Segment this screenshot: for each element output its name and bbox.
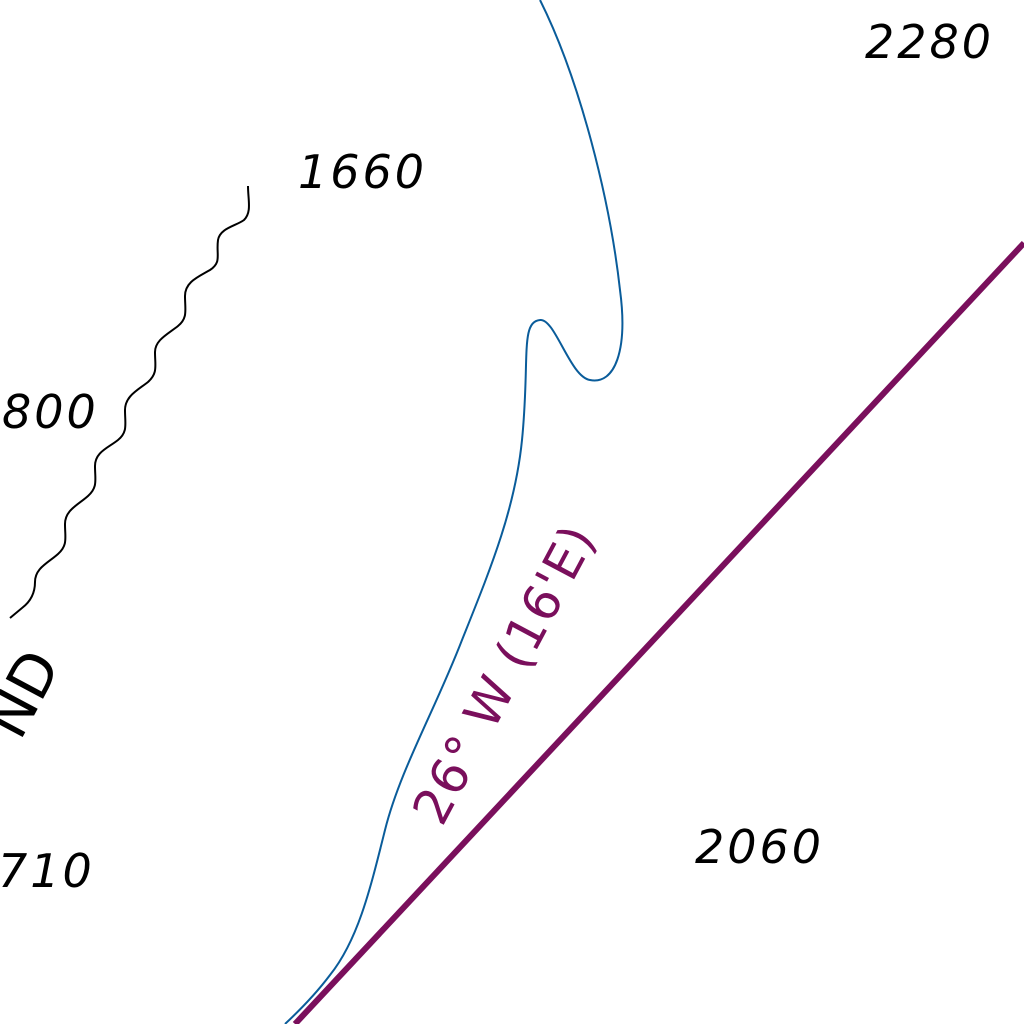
magnetic-variation-line [292,240,1024,1024]
magnetic-variation-label: 26° W (16'E) [401,515,607,833]
sounding-710: 710 [0,844,95,898]
sounding-2280: 2280 [865,15,994,69]
sounding-800: 800 [2,385,99,439]
sounding-1660: 1660 [298,145,427,199]
depth-contour-line [284,0,624,1024]
submarine-cable-line [9,185,250,619]
sounding-2060: 2060 [695,820,824,874]
area-label-fragment: ND [0,639,74,749]
